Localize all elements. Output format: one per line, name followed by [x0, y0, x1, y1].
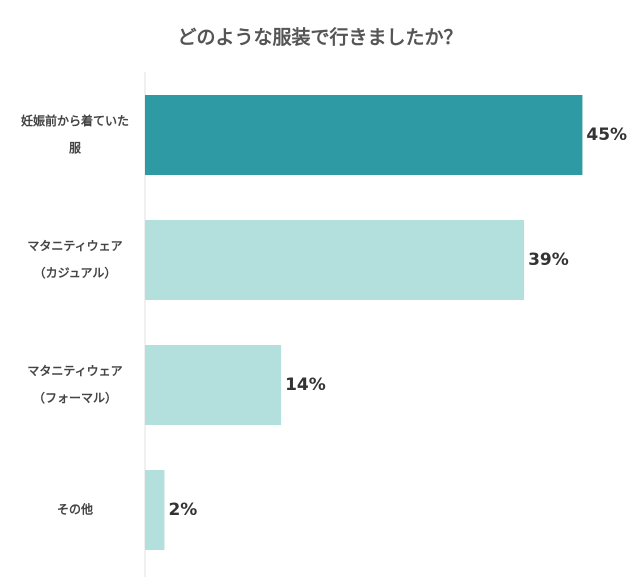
bar — [145, 470, 165, 550]
value-label: 2% — [168, 500, 197, 520]
category-label: マタニティウェア — [27, 239, 122, 253]
value-label: 45% — [586, 125, 627, 145]
category-label: （カジュアル） — [34, 265, 117, 280]
category-label: 服 — [69, 140, 82, 155]
bar — [145, 220, 525, 300]
category-label: （フォーマル） — [33, 390, 117, 405]
value-label: 39% — [528, 250, 569, 270]
chart-title: どのような服装で行きましたか？ — [177, 26, 462, 49]
category-label: 妊娠前から着ていた — [21, 113, 129, 128]
value-label: 14% — [285, 375, 326, 395]
bar — [145, 345, 282, 425]
bar — [145, 95, 583, 175]
category-label: マタニティウェア — [27, 364, 122, 378]
category-label: その他 — [57, 502, 93, 517]
